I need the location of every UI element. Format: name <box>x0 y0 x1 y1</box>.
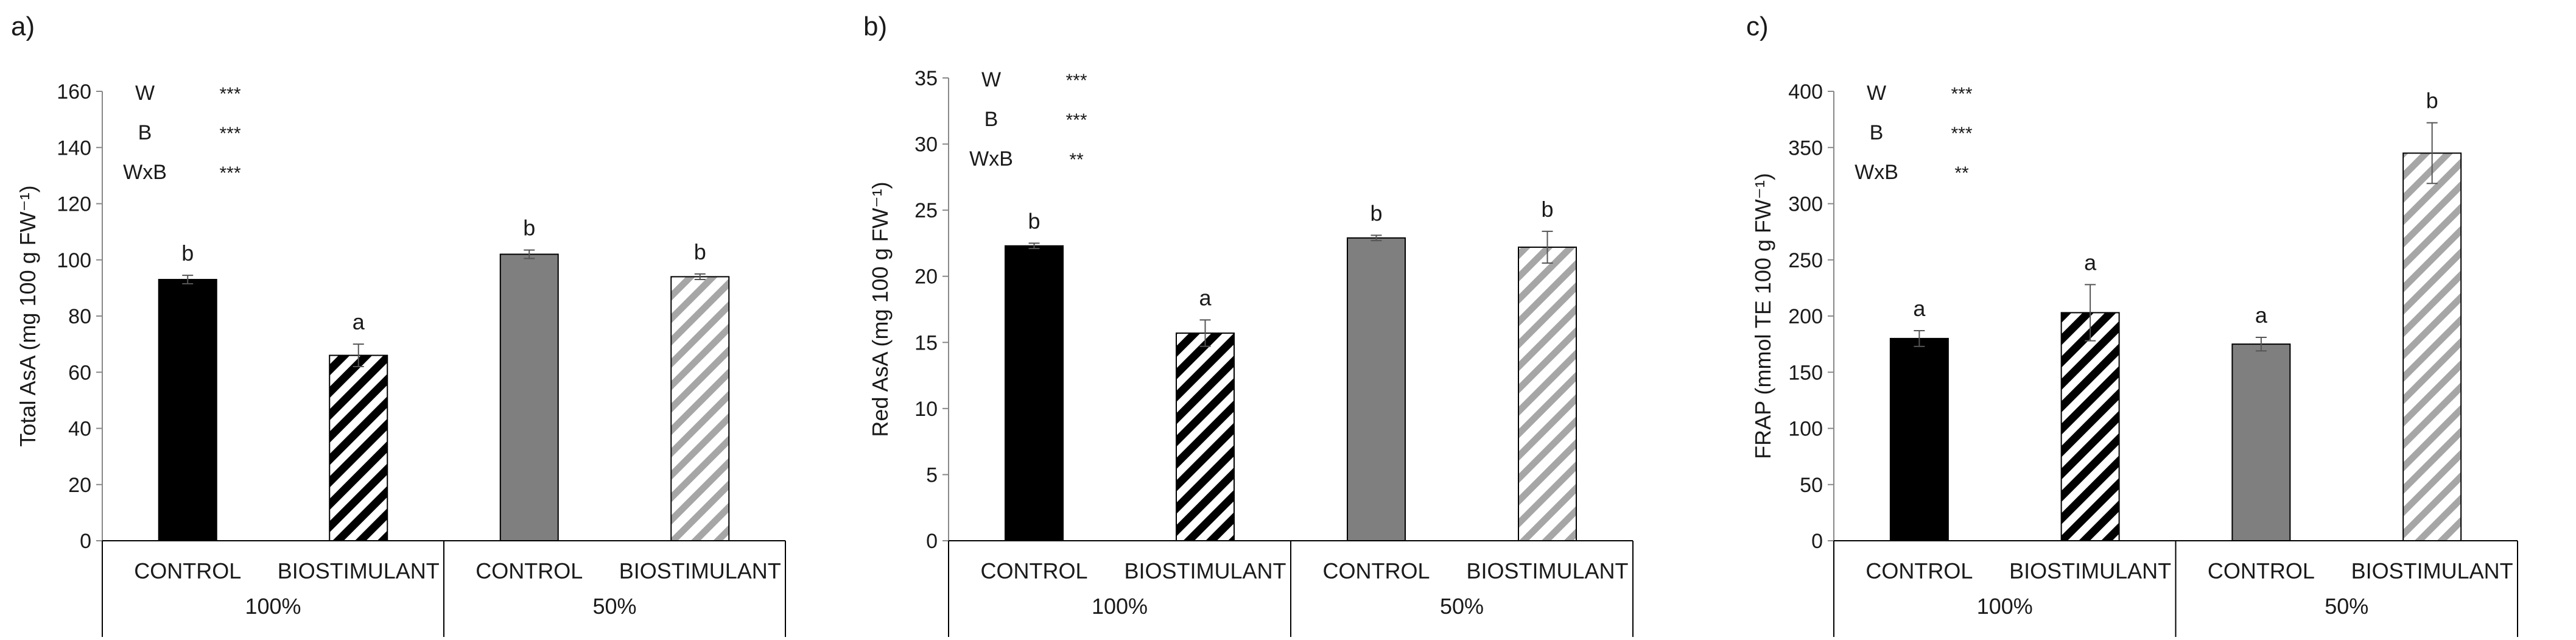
stat-factor-label: WxB <box>1855 161 1898 184</box>
y-tick-label: 5 <box>926 463 938 487</box>
stat-significance: *** <box>219 163 240 183</box>
bar <box>1005 245 1064 541</box>
significance-letter: b <box>2426 88 2438 113</box>
x-group-label: 50% <box>2325 594 2368 619</box>
x-category-label: CONTROL <box>1322 558 1430 583</box>
y-axis-label: Total AsA (mg 100 g FW⁻¹) <box>15 185 40 446</box>
stat-factor-label: W <box>981 68 1001 91</box>
y-tick-label: 120 <box>57 193 91 216</box>
y-tick-label: 50 <box>1800 474 1823 497</box>
y-tick-label: 80 <box>68 305 91 328</box>
x-category-label: CONTROL <box>476 558 583 583</box>
panel-label: a) <box>11 12 35 41</box>
y-tick-label: 350 <box>1788 136 1823 160</box>
y-tick-label: 100 <box>1788 418 1823 441</box>
y-tick-label: 30 <box>914 133 938 156</box>
x-category-label: BIOSTIMULANT <box>619 558 781 583</box>
significance-letter: b <box>523 216 535 241</box>
y-tick-label: 300 <box>1788 193 1823 216</box>
stat-factor-label: B <box>1870 121 1884 144</box>
bar <box>1347 237 1406 541</box>
y-tick-label: 10 <box>914 398 938 421</box>
bar <box>1176 332 1235 541</box>
y-tick-label: 250 <box>1788 249 1823 272</box>
x-category-label: CONTROL <box>1865 558 1973 583</box>
stat-significance: *** <box>1951 124 1972 144</box>
x-category-label: BIOSTIMULANT <box>278 558 440 583</box>
y-tick-label: 0 <box>80 530 91 553</box>
bar <box>158 279 217 541</box>
y-tick-label: 40 <box>68 418 91 441</box>
x-group-label: 100% <box>1977 594 2033 619</box>
y-tick-label: 100 <box>57 249 91 272</box>
y-tick-label: 20 <box>914 265 938 289</box>
chart-panel: b) 0 5 10 15 20 25 30 35 Red AsA (mg 100 g FW⁻¹) b… <box>863 12 1634 637</box>
stat-factor-label: B <box>138 121 152 144</box>
x-category-label: BIOSTIMULANT <box>2351 558 2513 583</box>
x-category-label: BIOSTIMULANT <box>1466 558 1628 583</box>
x-group-label: 100% <box>1092 594 1148 619</box>
bar <box>670 276 730 541</box>
stat-factor-label: WxB <box>123 161 167 184</box>
significance-letter: a <box>353 309 365 334</box>
chart-panel: c) 0 50 100 150 200 250 300 350 400 FRAP (mmol TE … <box>1746 12 2518 637</box>
y-tick-label: 60 <box>68 361 91 384</box>
x-category-label: BIOSTIMULANT <box>1124 558 1286 583</box>
significance-letter: b <box>1028 208 1040 233</box>
panel-label: b) <box>863 12 887 41</box>
panel-label: c) <box>1746 12 1769 41</box>
x-group-label: 50% <box>1440 594 1484 619</box>
stat-significance: *** <box>1065 110 1087 130</box>
stat-factor-label: B <box>984 108 998 131</box>
stat-factor-label: W <box>135 82 155 105</box>
bar <box>2402 152 2462 542</box>
y-tick-label: 150 <box>1788 361 1823 384</box>
y-tick-label: 35 <box>914 67 938 90</box>
stat-factor-label: W <box>1867 82 1886 105</box>
significance-letter: b <box>1541 197 1553 222</box>
x-category-label: BIOSTIMULANT <box>2009 558 2171 583</box>
y-tick-label: 400 <box>1788 80 1823 104</box>
y-tick-label: 200 <box>1788 305 1823 328</box>
x-category-label: CONTROL <box>134 558 241 583</box>
chart-panel: a) 0 20 40 60 80 100 120 140 160 Total AsA (mg 100… <box>11 12 786 637</box>
bar <box>1518 246 1577 541</box>
stat-significance: *** <box>219 84 240 104</box>
y-axis-label: FRAP (mmol TE 100 g FW⁻¹) <box>1750 173 1775 459</box>
bar <box>499 253 559 541</box>
bar <box>329 354 388 541</box>
y-tick-label: 160 <box>57 80 91 104</box>
bar <box>2060 312 2120 542</box>
bar <box>1889 337 1949 542</box>
stat-significance: *** <box>1951 84 1972 104</box>
significance-letter: a <box>2255 303 2268 328</box>
significance-letter: a <box>2084 250 2097 275</box>
x-group-label: 100% <box>245 594 301 619</box>
significance-letter: b <box>1370 200 1382 225</box>
y-tick-label: 140 <box>57 136 91 160</box>
y-axis-label: Red AsA (mg 100 g FW⁻¹) <box>868 181 893 437</box>
stat-significance: *** <box>219 124 240 144</box>
significance-letter: b <box>181 241 194 265</box>
x-category-label: CONTROL <box>2208 558 2315 583</box>
stat-significance: *** <box>1065 71 1087 91</box>
y-tick-label: 0 <box>926 530 938 553</box>
x-category-label: CONTROL <box>980 558 1087 583</box>
significance-letter: b <box>694 239 706 264</box>
stat-significance: ** <box>1954 163 1969 183</box>
y-tick-label: 20 <box>68 474 91 497</box>
stat-significance: ** <box>1069 150 1084 170</box>
y-tick-label: 0 <box>1811 530 1823 553</box>
stat-factor-label: WxB <box>969 147 1013 171</box>
y-tick-label: 25 <box>914 199 938 222</box>
significance-letter: a <box>1199 285 1212 310</box>
significance-letter: a <box>1913 296 1926 321</box>
bar <box>2231 343 2291 541</box>
x-group-label: 50% <box>592 594 636 619</box>
y-tick-label: 15 <box>914 331 938 354</box>
